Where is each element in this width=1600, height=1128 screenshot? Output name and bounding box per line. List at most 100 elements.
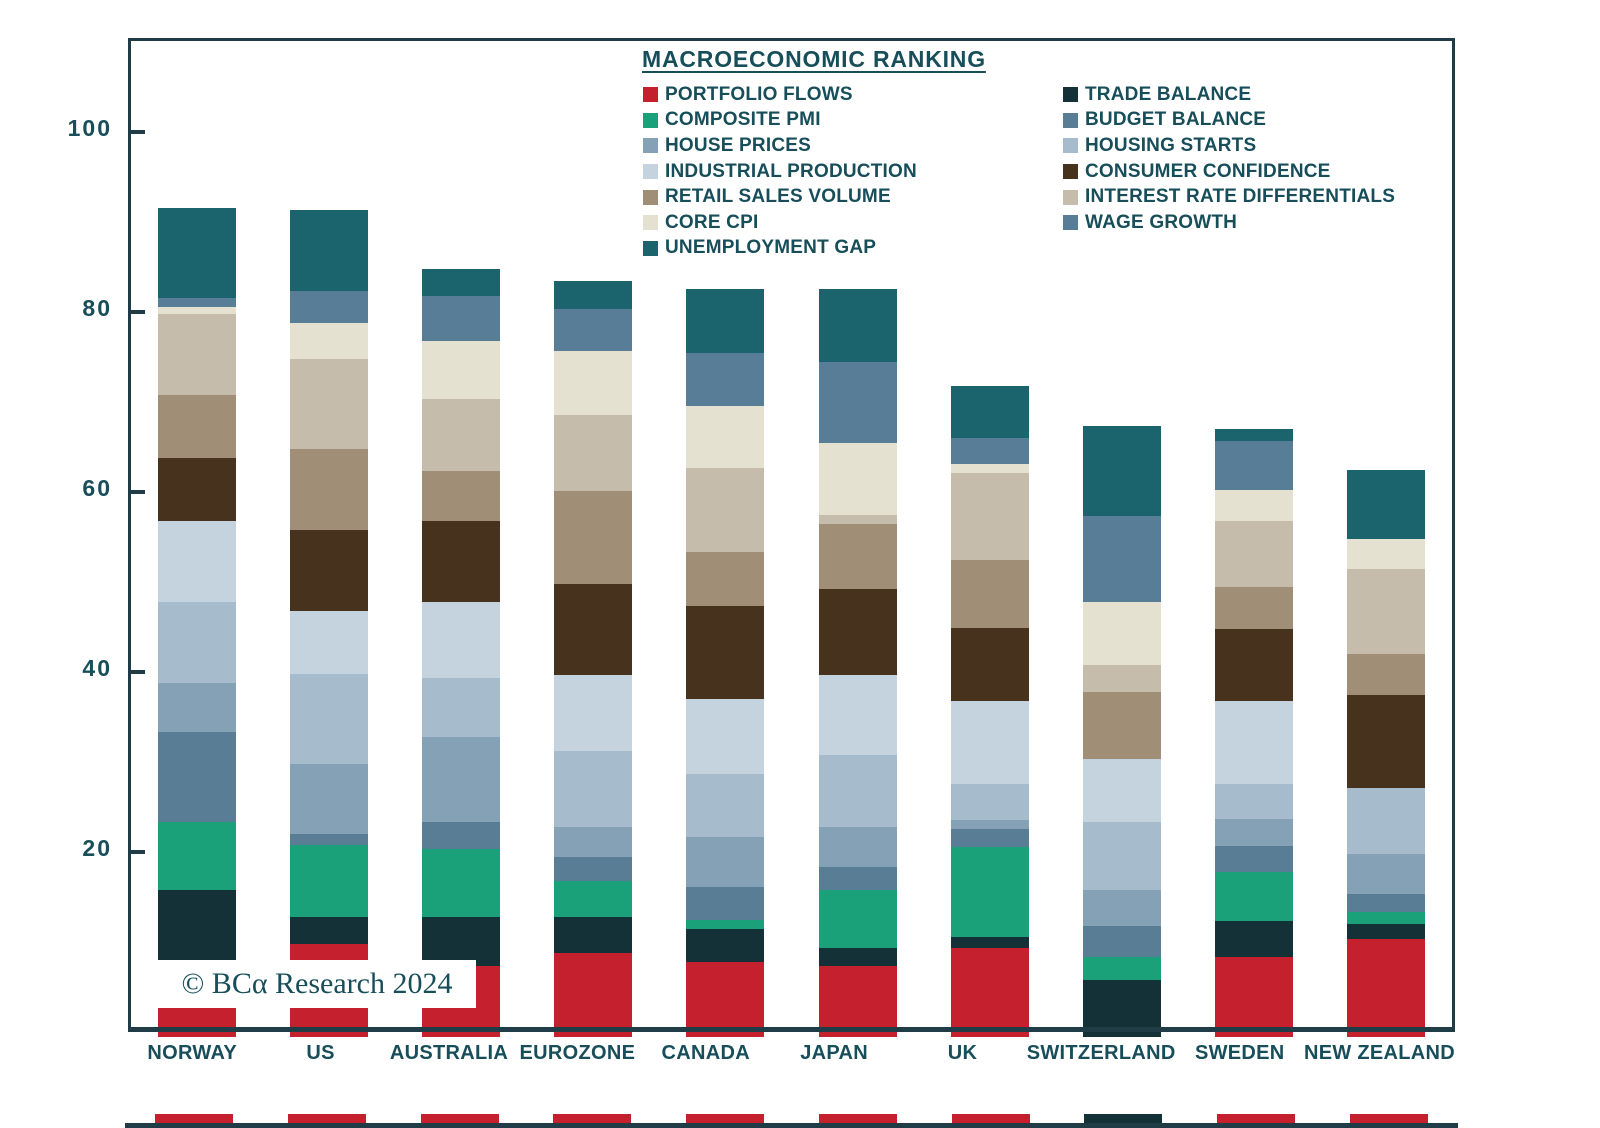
bottom-bar-stub — [951, 1114, 1030, 1123]
bar-segment — [1082, 759, 1161, 822]
bottom-bar-stub — [686, 1114, 765, 1123]
bottom-stub-column — [1057, 1114, 1190, 1123]
stacked-bar — [1082, 426, 1161, 1037]
legend-swatch-icon — [1063, 112, 1078, 128]
bar-segment — [818, 289, 897, 363]
bar-segment — [290, 291, 369, 324]
legend-item: UNEMPLOYMENT GAP — [643, 236, 1063, 262]
x-axis-label: UK — [947, 1042, 978, 1064]
legend-swatch-icon — [1063, 215, 1078, 231]
legend-item: CORE CPI — [643, 210, 1063, 236]
bar-segment — [1346, 854, 1425, 895]
bar-segment — [290, 323, 369, 360]
legend-column-right: TRADE BALANCE BUDGET BALANCE HOUSING START… — [1063, 82, 1395, 261]
bar-segment — [158, 457, 237, 521]
legend-swatch-icon — [643, 215, 658, 231]
bar-segment — [686, 698, 765, 775]
bar-segment — [1214, 489, 1293, 521]
legend-item: INTEREST RATE DIFFERENTIALS — [1063, 184, 1395, 210]
y-tick-label: 40 — [82, 655, 112, 681]
legend-item: HOUSING STARTS — [1063, 133, 1395, 159]
bar-segment — [158, 732, 237, 822]
bar-segment — [1214, 784, 1293, 820]
bar-segment — [1214, 921, 1293, 957]
y-tick-mark — [131, 490, 145, 494]
x-axis-label: SWEDEN — [1194, 1042, 1285, 1064]
legend: PORTFOLIO FLOWS COMPOSITE PMI HOUSE PRICES… — [643, 82, 1395, 261]
bar-segment — [686, 289, 765, 354]
bar-segment — [1082, 601, 1161, 665]
legend-item: COMPOSITE PMI — [643, 108, 1063, 134]
legend-label: BUDGET BALANCE — [1085, 109, 1267, 131]
bar-segment — [422, 399, 501, 471]
bar-segment — [554, 916, 633, 953]
bar-segment — [1214, 428, 1293, 442]
legend-swatch-icon — [1063, 164, 1078, 180]
x-axis-label: EUROZONE — [519, 1042, 636, 1064]
bottom-bar-stub — [818, 1114, 897, 1123]
bar-segment — [818, 754, 897, 828]
bar-column-norway — [131, 41, 263, 1037]
bar-segment — [290, 844, 369, 917]
bar-column-us — [263, 41, 395, 1037]
bar-segment — [290, 359, 369, 450]
legend-label: HOUSE PRICES — [665, 134, 811, 156]
stacked-bar — [950, 385, 1029, 1037]
y-tick-mark — [131, 310, 145, 314]
bottom-bar-stub — [553, 1114, 632, 1123]
legend-label: INTEREST RATE DIFFERENTIALS — [1085, 186, 1396, 208]
legend-label: CONSUMER CONFIDENCE — [1085, 160, 1331, 182]
bar-segment — [950, 560, 1029, 628]
bar-segment — [686, 468, 765, 553]
legend-swatch-icon — [643, 164, 658, 180]
bar-column-switzerland — [1056, 41, 1188, 1037]
bar-column-sweden — [1188, 41, 1320, 1037]
bar-segment — [554, 750, 633, 827]
bar-segment — [1214, 700, 1293, 785]
y-tick-label: 100 — [67, 115, 112, 141]
x-axis-label: NEW ZEALAND — [1303, 1042, 1456, 1064]
bar-segment — [818, 827, 897, 867]
bar-base-overhang — [422, 1029, 501, 1037]
bottom-bar-stub — [1216, 1114, 1295, 1123]
legend-swatch-icon — [1063, 138, 1078, 154]
bar-segment — [554, 880, 633, 917]
bar-segment — [422, 520, 501, 602]
bar-segment — [1082, 691, 1161, 759]
bar-segment — [290, 530, 369, 612]
bar-column-canada — [659, 41, 791, 1037]
legend-swatch-icon — [643, 112, 658, 128]
bar-segment — [818, 362, 897, 444]
bar-segment — [158, 601, 237, 683]
bar-segment — [950, 937, 1029, 948]
legend-item: TRADE BALANCE — [1063, 82, 1395, 108]
bar-segment — [1214, 587, 1293, 629]
bar-segment — [554, 675, 633, 751]
bar-segment — [554, 857, 633, 881]
bar-segment — [554, 351, 633, 416]
bar-segment — [950, 700, 1029, 785]
bar-base-overhang — [818, 1029, 897, 1037]
bottom-stub-column — [1190, 1114, 1323, 1123]
bar-segment — [950, 385, 1029, 438]
bar-base-overhang — [290, 1029, 369, 1037]
x-axis-line — [128, 1027, 1455, 1032]
bar-segment — [290, 916, 369, 944]
bar-base-overhang — [1214, 1029, 1293, 1037]
bar-segment — [290, 611, 369, 675]
x-axis-label: JAPAN — [800, 1042, 869, 1064]
legend-item: RETAIL SALES VOLUME — [643, 184, 1063, 210]
bar-column-eurozone — [527, 41, 659, 1037]
plot-area — [128, 41, 1455, 1037]
bar-column-japan — [791, 41, 923, 1037]
bar-segment — [950, 463, 1029, 473]
bar-segment — [1346, 653, 1425, 696]
bar-segment — [158, 520, 237, 602]
bar-segment — [1346, 569, 1425, 654]
bar-segment — [686, 886, 765, 921]
legend-label: INDUSTRIAL PRODUCTION — [665, 160, 917, 182]
bar-column-uk — [924, 41, 1056, 1037]
bar-segment — [950, 948, 1029, 1029]
bottom-stub-column — [659, 1114, 792, 1123]
legend-swatch-icon — [1063, 189, 1078, 205]
